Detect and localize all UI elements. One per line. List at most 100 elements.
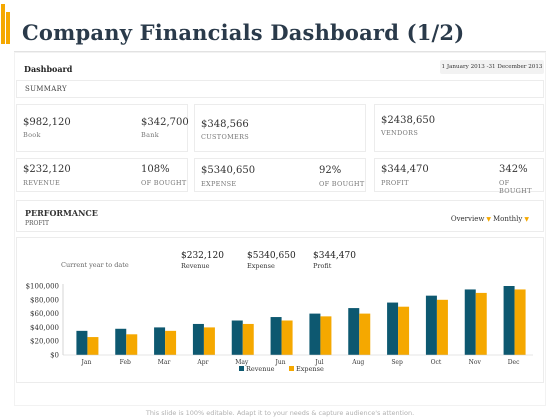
bar-expense-jun[interactable]: [281, 320, 293, 356]
bar-revenue-aug[interactable]: [348, 308, 360, 355]
x-tick-label: Jun: [275, 359, 286, 366]
revenue-value: $232,120: [23, 164, 71, 175]
bar-revenue-dec[interactable]: [503, 286, 515, 355]
revenue-percent-label: OF BOUGHT: [141, 179, 187, 187]
bar-revenue-feb[interactable]: [115, 328, 127, 355]
bar-revenue-oct[interactable]: [425, 295, 437, 355]
customers-label: CUSTOMERS: [201, 133, 250, 141]
x-tick-label: Nov: [469, 359, 482, 366]
bar-expense-mar[interactable]: [165, 330, 177, 355]
period-dropdown[interactable]: Monthly: [492, 215, 523, 223]
performance-subtitle: PROFIT: [25, 220, 50, 227]
profit-value: $344,470: [381, 164, 429, 175]
y-tick-label: $80,000: [30, 296, 59, 304]
legend-swatch-expense: [289, 366, 294, 371]
kpi-label-revenue: Revenue: [181, 262, 210, 270]
card-customers[interactable]: $348,566 CUSTOMERS: [194, 104, 366, 152]
chart-caption: Current year to date: [61, 261, 129, 269]
corner-accent: [0, 0, 12, 50]
revenue-percent: 108%: [141, 164, 170, 175]
vendors-label: VENDORS: [381, 129, 419, 137]
card-vendors[interactable]: $2438,650 VENDORS: [374, 104, 544, 152]
chart-legend: Revenue Expense: [239, 365, 324, 373]
performance-controls: Overview ▼ Monthly ▼: [451, 215, 531, 223]
legend-label-expense: Expense: [296, 365, 324, 373]
x-axis: Jan Feb Mar Apr May Jun Jul Aug Sep Oct Nov Dec: [63, 354, 533, 366]
kpi-value-profit: $344,470: [313, 251, 356, 261]
bar-expense-may[interactable]: [242, 323, 254, 355]
expense-value: $5340,650: [201, 165, 256, 176]
bar-revenue-nov[interactable]: [464, 289, 476, 355]
bar-expense-aug[interactable]: [359, 313, 371, 355]
vendors-value: $2438,650: [381, 115, 436, 126]
bar-expense-feb[interactable]: [126, 334, 138, 355]
kpi-label-profit: Profit: [313, 262, 332, 270]
kpi-value-revenue: $232,120: [181, 251, 224, 261]
profit-percent: 342%: [499, 164, 528, 175]
bar-expense-sep[interactable]: [398, 306, 410, 355]
revenue-label: REVENUE: [23, 179, 61, 187]
customers-value: $348,566: [201, 119, 249, 130]
card-expense[interactable]: $5340,650 OF BOUGHT EXPENSE 92%: [194, 158, 366, 192]
overview-dropdown[interactable]: Overview: [450, 215, 485, 223]
performance-bar-chart: Current year to date $232,120Revenue$534…: [26, 251, 533, 373]
book-label: Book: [23, 131, 41, 139]
kpi-label-expense: Expense: [247, 262, 275, 270]
y-tick-label: $60,000: [30, 310, 59, 318]
x-tick-label: Sep: [391, 359, 403, 366]
expense-label: EXPENSE: [201, 180, 237, 188]
y-axis: $0 $20,000 $40,000 $60,000 $80,000 $100,000: [26, 283, 64, 360]
card-book-bank[interactable]: $982,120 Book $342,700 Bank: [16, 104, 189, 152]
bar-expense-dec[interactable]: [514, 289, 526, 355]
summary-header: SUMMARY: [16, 80, 544, 98]
x-tick-label: Jul: [314, 359, 323, 366]
date-range-picker[interactable]: 1 January 2013 -31 December 2013: [440, 60, 544, 74]
bar-revenue-sep[interactable]: [387, 302, 399, 355]
bar-revenue-mar[interactable]: [154, 327, 166, 355]
bar-revenue-jan[interactable]: [76, 330, 88, 355]
y-tick-label: $20,000: [30, 338, 59, 346]
accent-bar: [1, 4, 5, 44]
performance-header: PERFORMANCE PROFIT Overview ▼ Monthly ▼: [16, 200, 544, 232]
bar-expense-oct[interactable]: [436, 299, 448, 355]
bar-revenue-jul[interactable]: [309, 313, 321, 355]
y-tick-label: $40,000: [30, 324, 59, 332]
profit-label: PROFIT: [381, 179, 409, 187]
chevron-down-icon[interactable]: ▼: [524, 216, 529, 223]
bar-revenue-jun[interactable]: [270, 317, 282, 355]
bar-expense-jan[interactable]: [87, 337, 99, 355]
bank-value: $342,700: [141, 117, 189, 128]
x-tick-label: Oct: [431, 359, 442, 366]
card-revenue[interactable]: $232,120 REVENUE 108% OF BOUGHT: [16, 158, 188, 192]
accent-bar: [6, 12, 10, 44]
y-tick-label: $0: [50, 352, 59, 360]
summary-label: SUMMARY: [25, 85, 67, 93]
x-tick-label: Jan: [80, 359, 91, 366]
profit-percent-label: OF BOUGHT: [499, 179, 532, 195]
dashboard-frame: [14, 52, 546, 406]
bar-expense-nov[interactable]: [475, 292, 487, 355]
chevron-down-icon[interactable]: ▼: [486, 216, 491, 223]
bars: [76, 286, 526, 356]
card-profit[interactable]: $344,470 PROFIT 342% OF BOUGHT: [374, 158, 544, 195]
title-divider: [14, 51, 546, 52]
bar-revenue-apr[interactable]: [192, 323, 204, 355]
expense-percent: 92%: [319, 165, 342, 176]
performance-title: PERFORMANCE: [25, 208, 98, 218]
dashboard-label: Dashboard: [24, 64, 73, 74]
bar-expense-jul[interactable]: [320, 316, 332, 355]
performance-chart-panel: Current year to date $232,120 Revenue $534…: [16, 237, 544, 383]
expense-percent-label: OF BOUGHT: [319, 180, 365, 188]
y-tick-label: $100,000: [26, 283, 59, 291]
footer-note: This slide is 100% editable. Adapt it to…: [145, 409, 415, 417]
bank-label: Bank: [141, 131, 159, 139]
x-tick-label: May: [235, 359, 249, 366]
x-tick-label: Apr: [196, 359, 208, 366]
x-tick-label: Feb: [120, 359, 131, 366]
x-tick-label: Dec: [508, 359, 520, 366]
bar-revenue-may[interactable]: [231, 320, 243, 356]
bar-expense-apr[interactable]: [203, 327, 215, 355]
page-title: Company Financials Dashboard (1/2): [22, 20, 465, 45]
legend-label-revenue: Revenue: [246, 365, 275, 373]
